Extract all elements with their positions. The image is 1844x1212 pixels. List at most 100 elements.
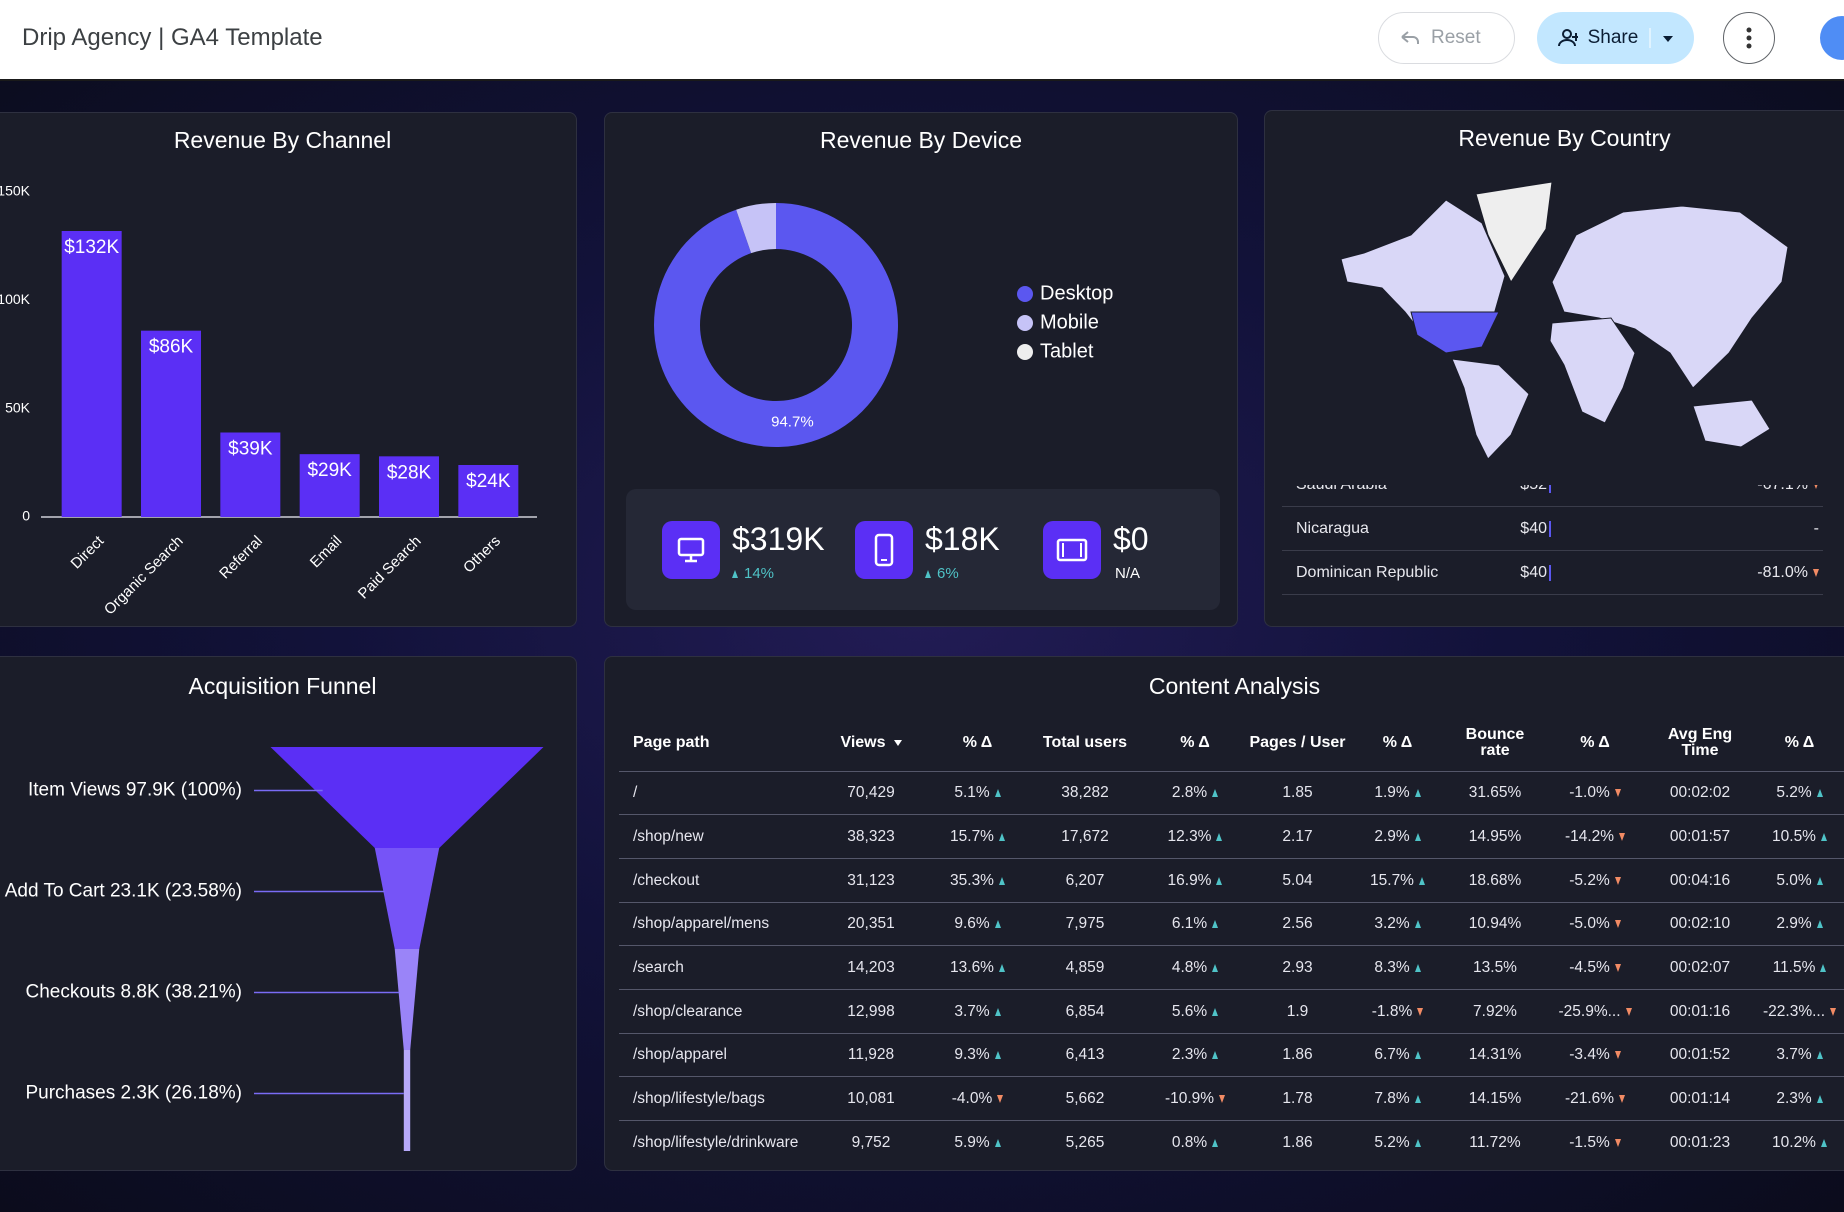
table-body: / 70,429 5.1% 38,282 2.8% 1.85 1.9% 31.65% -1.0%… (619, 770, 1844, 1165)
table-cell: 5.1% (930, 770, 1025, 815)
cell-text: 15.7% (950, 828, 1005, 845)
device-icon (1056, 538, 1088, 562)
table-cell: -1.8% (1350, 988, 1445, 1034)
table-cell: 9.3% (930, 1032, 1025, 1077)
table-cell: 1.86 (1245, 1032, 1350, 1077)
panel-title: Content Analysis (1148, 673, 1321, 699)
share-dropdown[interactable] (1648, 28, 1674, 48)
table-cell: 5.04 (1245, 857, 1350, 903)
kpi-change: 6% (925, 565, 959, 582)
table-cell: 2.17 (1245, 814, 1350, 859)
cell-text: 5,265 (1065, 1134, 1105, 1152)
cell-text: -25.9%... (1558, 1003, 1631, 1020)
table-cell: -1.5% (1545, 1120, 1645, 1165)
table-cell: 8.3% (1350, 945, 1445, 990)
cell-text: 00:02:07 (1669, 959, 1731, 977)
table-cell: 3.7% (1755, 1032, 1844, 1077)
table-cell: 1.78 (1245, 1076, 1350, 1121)
cell-text: 7.8% (1374, 1090, 1420, 1107)
cell-text: 2.17 (1282, 828, 1313, 846)
cell-text: 5.2% (1776, 784, 1822, 801)
share-button[interactable]: Share (1537, 12, 1694, 64)
column-header: % Δ (1545, 716, 1645, 771)
cell-text: /shop/new (633, 828, 704, 846)
cell-text: 1.86 (1282, 1134, 1313, 1152)
more-icon (1746, 27, 1752, 49)
cell-text: 5.04 (1282, 871, 1313, 889)
column-label: Page path (633, 734, 710, 752)
country-name: Nicaragua (1296, 520, 1369, 537)
table-cell: 2.56 (1245, 901, 1350, 946)
cell-text: /checkout (633, 871, 700, 889)
cell-text: 18.68% (1468, 871, 1522, 889)
kpi-icon (1043, 521, 1101, 579)
table-cell: /shop/lifestyle/bags (619, 1076, 812, 1121)
table-cell: 31,123 (812, 857, 930, 903)
cell-text: 5.6% (1172, 1003, 1218, 1020)
table-cell: /search (619, 945, 812, 990)
cell-text: 17,672 (1061, 828, 1109, 846)
cell-text: -4.5% (1569, 959, 1621, 976)
cell-text: 1.9 (1286, 1002, 1309, 1020)
share-icon (1558, 29, 1578, 47)
cell-text: -14.2% (1565, 828, 1625, 845)
table-header: Page path Views % Δ Total users % Δ Pages / U… (619, 716, 1844, 771)
column-label: Pages / User (1249, 734, 1346, 752)
table-cell: 4.8% (1145, 945, 1245, 990)
cell-text: 9.3% (954, 1046, 1000, 1063)
cell-text: /shop/lifestyle/bags (633, 1090, 765, 1108)
table-cell: 11,928 (812, 1032, 930, 1077)
cell-text: 1.9% (1374, 784, 1420, 801)
column-header: Pages / User (1245, 716, 1350, 771)
table-cell: 00:01:16 (1645, 988, 1755, 1034)
column-header: Total users (1025, 716, 1145, 771)
cell-text: 00:01:16 (1669, 1002, 1731, 1020)
revenue-bar (1549, 565, 1551, 581)
country-change: -81.0% (1757, 564, 1819, 582)
cell-text: 10.5% (1772, 828, 1827, 845)
cell-text: 7,975 (1065, 915, 1105, 933)
column-label: % Δ (1180, 734, 1210, 752)
funnel-panel: Acquisition Funnel (0, 656, 577, 1171)
column-label: % Δ (962, 734, 993, 752)
table-cell: 10.2% (1755, 1120, 1844, 1165)
table-cell: 20,351 (812, 901, 930, 946)
share-label: Share (1587, 27, 1639, 48)
cell-text: -22.3%... (1763, 1003, 1836, 1020)
cell-text: 70,429 (847, 784, 895, 802)
table-cell: 31.65% (1445, 770, 1545, 815)
cell-text: 2.3% (1172, 1046, 1218, 1063)
column-header[interactable]: Views (812, 716, 930, 771)
column-header: Bounce rate (1445, 716, 1545, 771)
country-change: - (1813, 520, 1819, 537)
table-cell: 2.93 (1245, 945, 1350, 990)
country-table: Saudi Arabia $52 -67.1% Nicaragua $40 - Domini… (1282, 485, 1823, 615)
cell-text: 00:02:10 (1669, 915, 1731, 933)
table-cell: 7.92% (1445, 988, 1545, 1034)
table-cell: 10.94% (1445, 901, 1545, 946)
cell-text: 12,998 (847, 1002, 895, 1020)
cell-text: -1.5% (1569, 1134, 1621, 1151)
reset-icon (1401, 31, 1419, 44)
column-label: Bounce rate (1465, 726, 1525, 760)
table-cell: 12,998 (812, 988, 930, 1034)
device-kpis: $319K 14% $18K 6% $0 N/A (626, 489, 1220, 610)
table-cell: 6,207 (1025, 857, 1145, 903)
account-avatar[interactable] (1820, 16, 1844, 60)
table-row: /shop/lifestyle/drinkware 9,752 5.9% 5,265 0… (619, 1120, 1844, 1165)
table-cell: -14.2% (1545, 814, 1645, 859)
more-button[interactable] (1723, 12, 1775, 64)
country-row: Dominican Republic $40 -81.0% (1282, 551, 1823, 595)
cell-text: 3.7% (954, 1003, 1000, 1020)
cell-text: -5.2% (1569, 872, 1621, 889)
cell-text: 8.3% (1374, 959, 1420, 976)
cell-text: /shop/clearance (633, 1002, 743, 1020)
table-cell: -4.5% (1545, 945, 1645, 990)
table-cell: 16.9% (1145, 857, 1245, 903)
table-cell: 2.8% (1145, 770, 1245, 815)
cell-text: 2.56 (1282, 915, 1313, 933)
reset-button[interactable]: Reset (1378, 12, 1515, 64)
country-name: Saudi Arabia (1296, 485, 1387, 494)
